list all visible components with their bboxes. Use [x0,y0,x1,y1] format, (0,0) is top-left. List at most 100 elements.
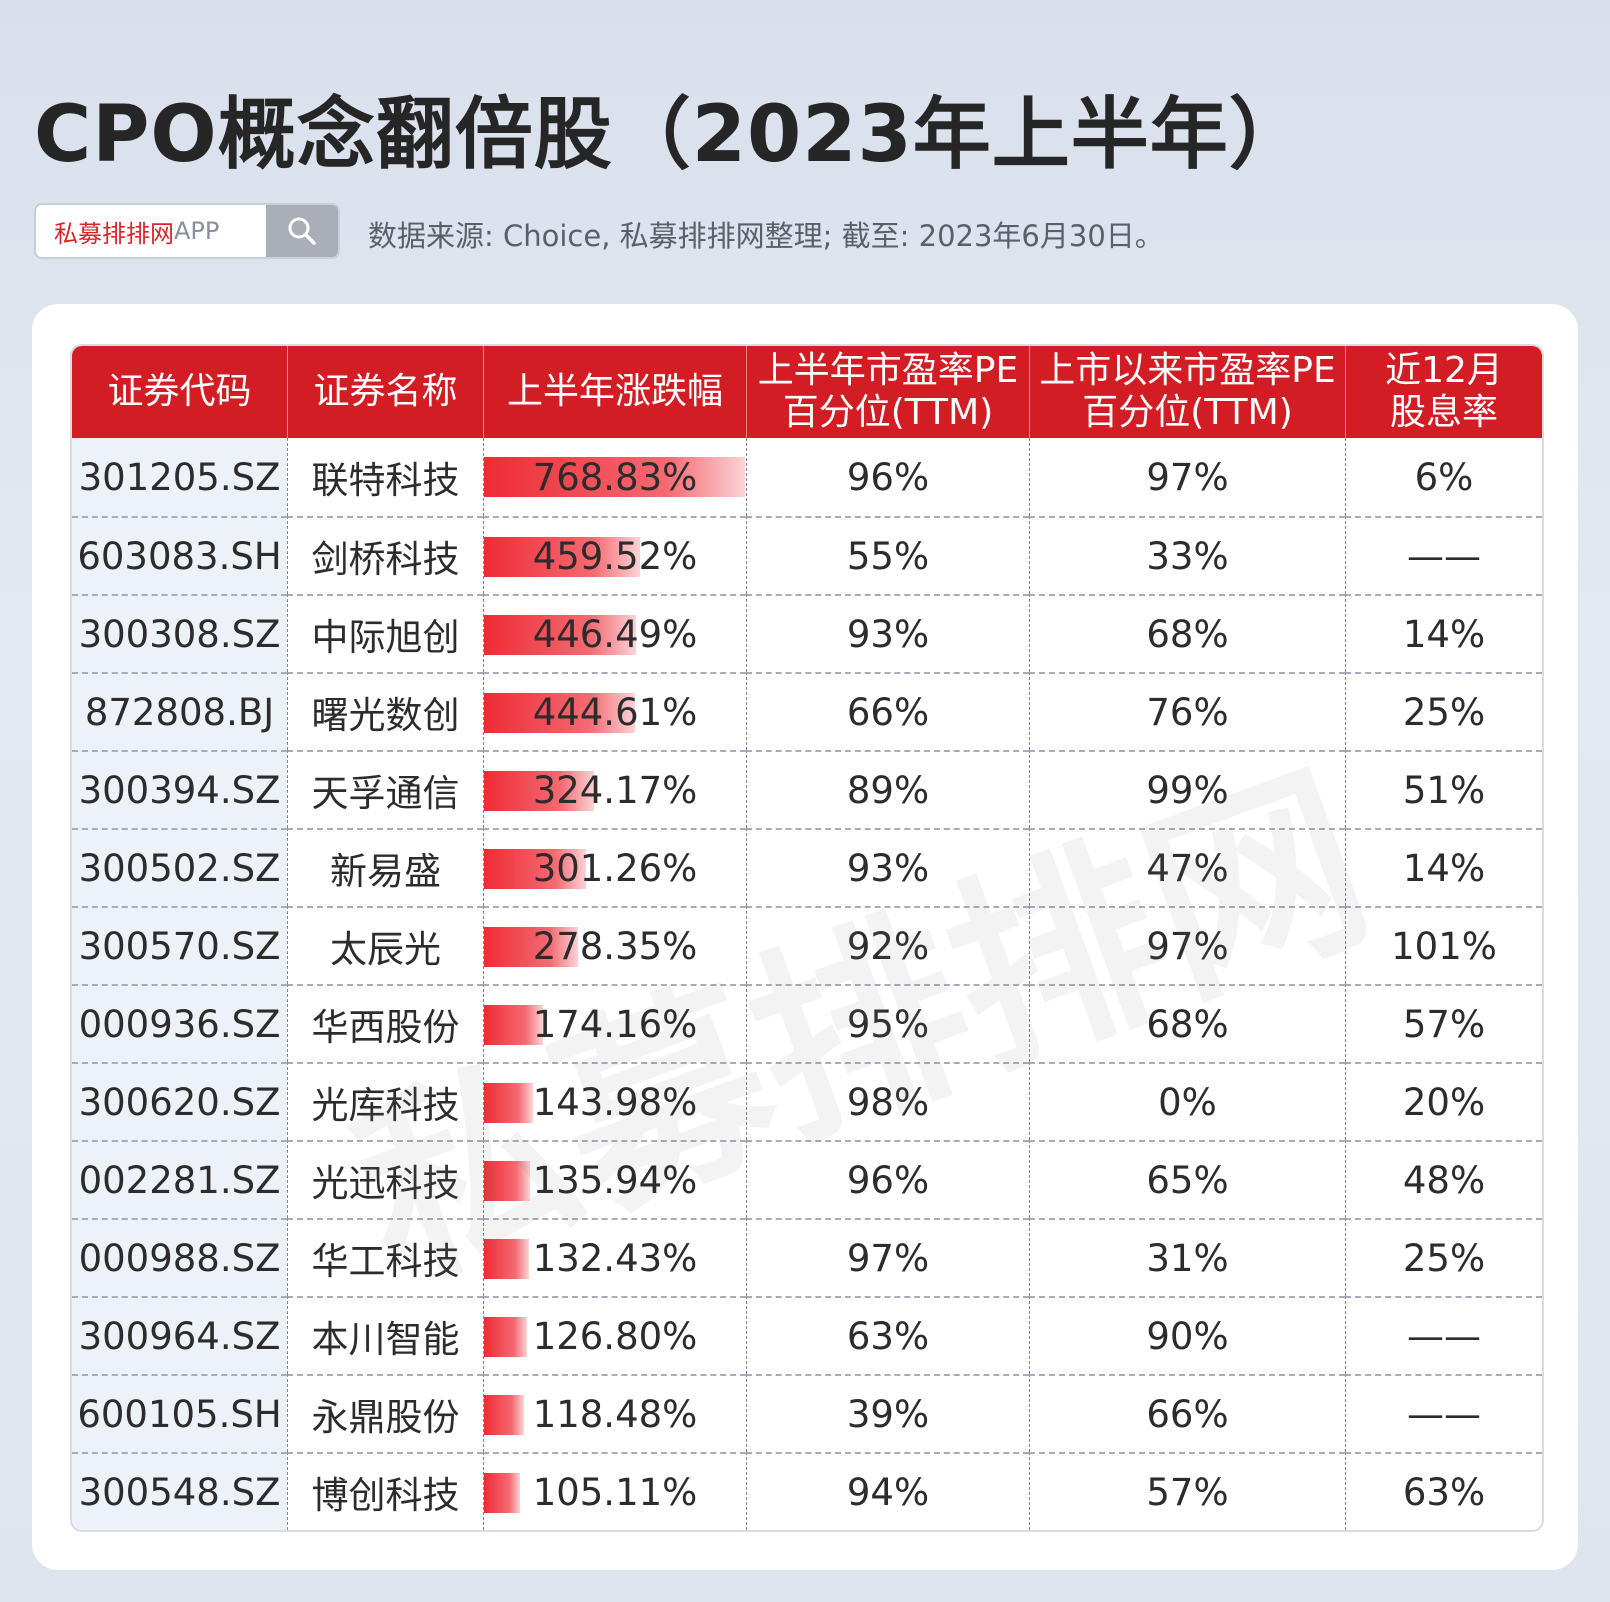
change-cell: 143.98% [483,1062,746,1140]
table-row: 000988.SZ 华工科技 132.43% 97% 31% 25% [72,1218,1542,1296]
table-row: 603083.SH 剑桥科技 459.52% 55% 33% —— [72,516,1542,594]
security-name: 华西股份 [287,984,483,1062]
security-code: 600105.SH [72,1374,287,1452]
dividend-yield: 6% [1345,438,1542,516]
change-bar [484,1395,524,1435]
change-cell: 446.49% [483,594,746,672]
pe-since-listing-percentile: 90% [1029,1296,1345,1374]
change-value: 278.35% [532,924,698,968]
change-cell: 132.43% [483,1218,746,1296]
change-value: 324.17% [532,768,698,812]
table-row: 002281.SZ 光迅科技 135.94% 96% 65% 48% [72,1140,1542,1218]
dividend-yield: —— [1345,1296,1542,1374]
security-code: 000988.SZ [72,1218,287,1296]
table-row: 000936.SZ 华西股份 174.16% 95% 68% 57% [72,984,1542,1062]
change-bar [484,1083,533,1123]
search-button[interactable] [266,205,338,257]
security-code: 002281.SZ [72,1140,287,1218]
pe-since-listing-percentile: 33% [1029,516,1345,594]
change-cell: 118.48% [483,1374,746,1452]
pe-since-listing-percentile: 97% [1029,438,1345,516]
change-cell: 126.80% [483,1296,746,1374]
data-source-note: 数据来源: Choice, 私募排排网整理; 截至: 2023年6月30日。 [368,219,1164,253]
change-value: 126.80% [532,1314,698,1358]
change-cell: 459.52% [483,516,746,594]
page-title: CPO概念翻倍股（2023年上半年） [34,90,1308,180]
column-header-line1: 近12月 [1385,350,1503,391]
column-header: 上市以来市盈率PE 百分位(TTM) [1029,346,1345,438]
dividend-yield: —— [1345,1374,1542,1452]
change-value: 135.94% [532,1158,698,1202]
search-input[interactable]: 私募排排网 APP [36,205,266,257]
pe-half-year-percentile: 55% [746,516,1029,594]
pe-half-year-percentile: 97% [746,1218,1029,1296]
dividend-yield: 14% [1345,828,1542,906]
pe-half-year-percentile: 95% [746,984,1029,1062]
column-header: 证券名称 [287,346,483,438]
pe-half-year-percentile: 66% [746,672,1029,750]
dividend-yield: 57% [1345,984,1542,1062]
change-cell: 278.35% [483,906,746,984]
pe-since-listing-percentile: 47% [1029,828,1345,906]
table-row: 301205.SZ 联特科技 768.83% 96% 97% 6% [72,438,1542,516]
column-header-line2: 股息率 [1389,392,1498,433]
security-name: 新易盛 [287,828,483,906]
change-bar [484,1005,543,1045]
change-cell: 174.16% [483,984,746,1062]
column-header-line1: 证券名称 [313,371,458,412]
security-code: 300394.SZ [72,750,287,828]
dividend-yield: 51% [1345,750,1542,828]
pe-half-year-percentile: 98% [746,1062,1029,1140]
column-header: 上半年市盈率PE 百分位(TTM) [746,346,1029,438]
pe-since-listing-percentile: 31% [1029,1218,1345,1296]
table-body: 301205.SZ 联特科技 768.83% 96% 97% 6% 603083.SH 剑桥科… [72,438,1542,1530]
table-row: 300308.SZ 中际旭创 446.49% 93% 68% 14% [72,594,1542,672]
pe-since-listing-percentile: 99% [1029,750,1345,828]
security-code: 603083.SH [72,516,287,594]
pe-half-year-percentile: 93% [746,828,1029,906]
change-bar [484,927,578,967]
column-header-line2: 百分位(TTM) [782,392,994,433]
table-row: 300502.SZ 新易盛 301.26% 93% 47% 14% [72,828,1542,906]
change-bar [484,849,586,889]
table-card: 证券代码 证券名称 上半年涨跌幅 上半年市盈率PE 百分位(TTM) 上市以来市盈率PE 百… [32,304,1578,1570]
column-header-line2: 百分位(TTM) [1082,392,1293,433]
change-value: 105.11% [532,1470,698,1514]
pe-half-year-percentile: 93% [746,594,1029,672]
pe-since-listing-percentile: 76% [1029,672,1345,750]
change-bar [484,1239,529,1279]
dividend-yield: 48% [1345,1140,1542,1218]
security-name: 天孚通信 [287,750,483,828]
dividend-yield: —— [1345,516,1542,594]
dividend-yield: 14% [1345,594,1542,672]
change-value: 143.98% [532,1080,698,1124]
change-value: 174.16% [532,1002,698,1046]
change-value: 118.48% [532,1392,698,1436]
table-header-row: 证券代码 证券名称 上半年涨跌幅 上半年市盈率PE 百分位(TTM) 上市以来市盈率PE 百… [72,346,1542,438]
change-bar [484,771,594,811]
pe-half-year-percentile: 92% [746,906,1029,984]
security-code: 300548.SZ [72,1452,287,1530]
change-bar [484,693,635,733]
dividend-yield: 25% [1345,672,1542,750]
security-code: 000936.SZ [72,984,287,1062]
security-name: 博创科技 [287,1452,483,1530]
dividend-yield: 25% [1345,1218,1542,1296]
security-name: 光迅科技 [287,1140,483,1218]
column-header-line1: 上半年市盈率PE [757,350,1019,391]
search-app-text: APP [174,217,220,245]
security-name: 永鼎股份 [287,1374,483,1452]
pe-since-listing-percentile: 68% [1029,984,1345,1062]
security-name: 华工科技 [287,1218,483,1296]
security-name: 本川智能 [287,1296,483,1374]
search-brand-text: 私募排排网 [54,219,174,248]
security-name: 中际旭创 [287,594,483,672]
pe-half-year-percentile: 96% [746,438,1029,516]
security-name: 联特科技 [287,438,483,516]
column-header: 上半年涨跌幅 [483,346,746,438]
table-row: 300394.SZ 天孚通信 324.17% 89% 99% 51% [72,750,1542,828]
column-header-line1: 证券代码 [107,371,252,412]
column-header-line1: 上市以来市盈率PE [1039,350,1336,391]
change-bar [484,457,745,497]
search-box[interactable]: 私募排排网 APP [34,203,340,259]
